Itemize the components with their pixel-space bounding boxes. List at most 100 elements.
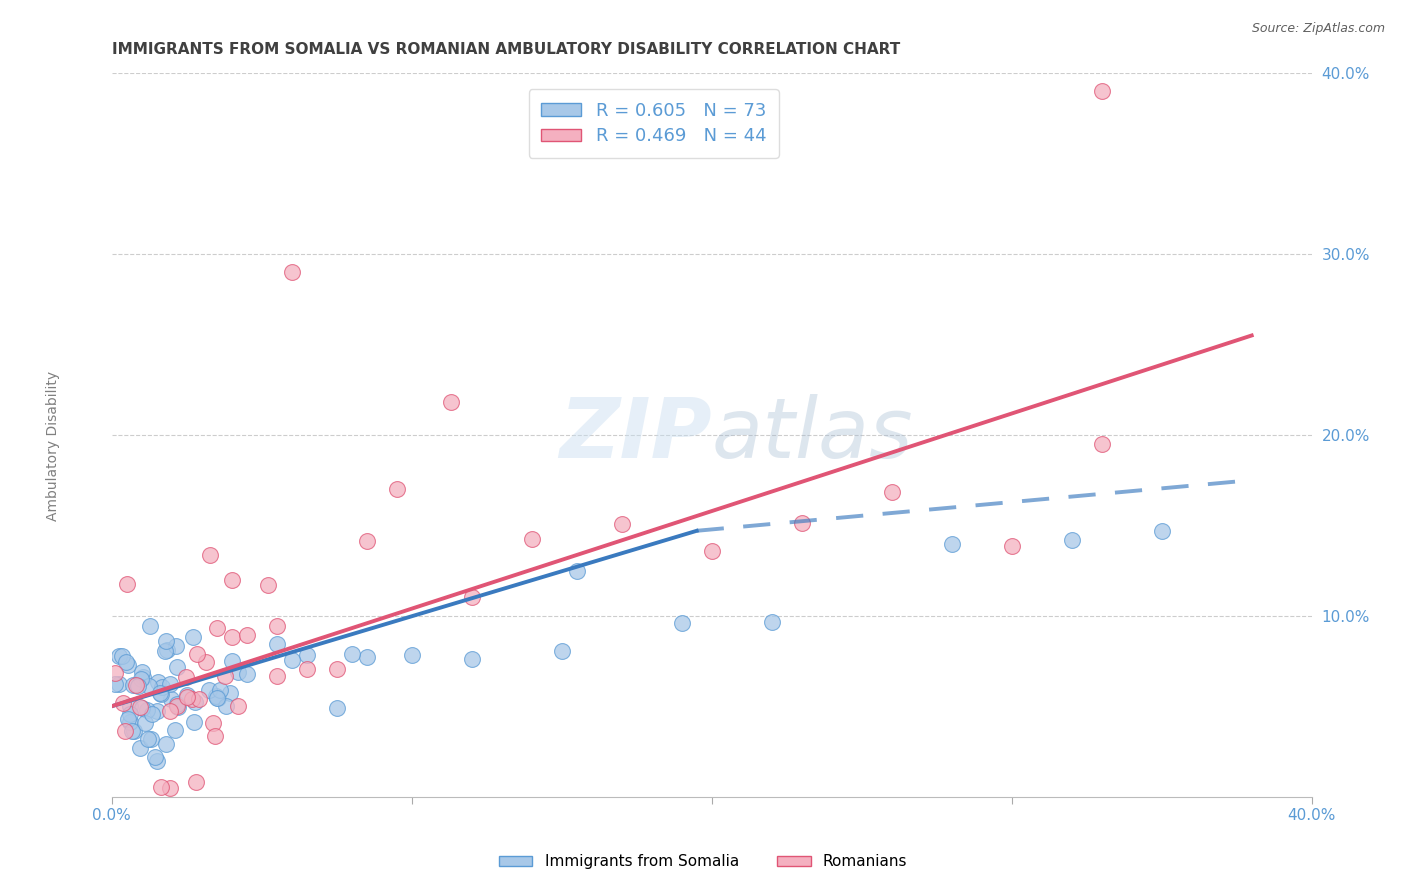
- Point: [183, 715, 205, 730]
- Point: [266, 668, 288, 682]
- Point: [226, 665, 249, 680]
- Point: [104, 665, 127, 680]
- Point: [131, 665, 153, 679]
- Point: [700, 543, 723, 558]
- Point: [150, 680, 173, 694]
- Point: [115, 655, 138, 669]
- Point: [129, 741, 152, 756]
- Point: [125, 678, 148, 692]
- Point: [128, 699, 150, 714]
- Point: [460, 652, 482, 666]
- Point: [340, 647, 363, 661]
- Point: [146, 675, 169, 690]
- Point: [941, 537, 963, 551]
- Point: [117, 712, 139, 726]
- Point: [111, 648, 134, 663]
- Text: Ambulatory Disability: Ambulatory Disability: [46, 371, 60, 521]
- Point: [1091, 84, 1114, 98]
- Point: [385, 483, 408, 497]
- Point: [257, 578, 280, 592]
- Point: [295, 662, 318, 676]
- Point: [235, 666, 257, 681]
- Legend: R = 0.605   N = 73, R = 0.469   N = 44: R = 0.605 N = 73, R = 0.469 N = 44: [529, 89, 779, 158]
- Point: [266, 637, 288, 651]
- Point: [460, 590, 482, 604]
- Text: atlas: atlas: [711, 394, 914, 475]
- Point: [790, 516, 813, 530]
- Text: ZIP: ZIP: [560, 394, 711, 475]
- Point: [186, 648, 208, 662]
- Point: [118, 715, 141, 730]
- Point: [150, 687, 173, 701]
- Point: [111, 696, 134, 710]
- Point: [205, 621, 228, 635]
- Point: [221, 630, 243, 644]
- Point: [155, 644, 177, 658]
- Point: [159, 704, 181, 718]
- Point: [565, 564, 588, 578]
- Point: [176, 690, 198, 705]
- Point: [149, 780, 172, 794]
- Point: [880, 485, 903, 500]
- Point: [181, 691, 204, 706]
- Point: [104, 676, 127, 690]
- Point: [221, 654, 243, 668]
- Point: [114, 723, 136, 738]
- Point: [174, 669, 197, 683]
- Point: [165, 639, 187, 653]
- Point: [159, 677, 181, 691]
- Point: [194, 655, 217, 669]
- Point: [205, 690, 228, 705]
- Point: [184, 695, 207, 709]
- Point: [280, 653, 302, 667]
- Point: [198, 683, 221, 698]
- Legend: Immigrants from Somalia, Romanians: Immigrants from Somalia, Romanians: [492, 848, 914, 875]
- Point: [205, 689, 228, 703]
- Text: Source: ZipAtlas.com: Source: ZipAtlas.com: [1251, 22, 1385, 36]
- Point: [176, 689, 198, 703]
- Point: [610, 516, 633, 531]
- Point: [401, 648, 423, 662]
- Point: [204, 729, 226, 743]
- Point: [1150, 524, 1173, 539]
- Point: [325, 662, 347, 676]
- Point: [131, 700, 153, 714]
- Point: [117, 657, 139, 672]
- Point: [209, 683, 232, 698]
- Point: [221, 573, 243, 587]
- Point: [295, 648, 318, 662]
- Point: [183, 630, 205, 644]
- Point: [155, 643, 177, 657]
- Point: [117, 577, 139, 591]
- Point: [356, 650, 378, 665]
- Point: [551, 644, 574, 658]
- Point: [188, 692, 211, 706]
- Point: [146, 704, 169, 718]
- Point: [132, 670, 155, 684]
- Point: [118, 699, 141, 714]
- Point: [145, 754, 167, 768]
- Point: [159, 780, 181, 795]
- Point: [134, 715, 156, 730]
- Point: [1091, 437, 1114, 451]
- Point: [356, 533, 378, 548]
- Point: [166, 698, 188, 713]
- Text: IMMIGRANTS FROM SOMALIA VS ROMANIAN AMBULATORY DISABILITY CORRELATION CHART: IMMIGRANTS FROM SOMALIA VS ROMANIAN AMBU…: [111, 42, 900, 57]
- Point: [155, 634, 177, 648]
- Point: [127, 679, 149, 693]
- Point: [122, 724, 145, 739]
- Point: [520, 532, 543, 546]
- Point: [167, 700, 190, 714]
- Point: [108, 676, 131, 690]
- Point: [235, 628, 257, 642]
- Point: [118, 707, 141, 722]
- Point: [671, 615, 693, 630]
- Point: [139, 731, 162, 746]
- Point: [108, 649, 131, 664]
- Point: [266, 619, 288, 633]
- Point: [139, 619, 162, 633]
- Point: [160, 692, 183, 706]
- Point: [214, 698, 236, 713]
- Point: [141, 707, 163, 722]
- Point: [129, 673, 152, 687]
